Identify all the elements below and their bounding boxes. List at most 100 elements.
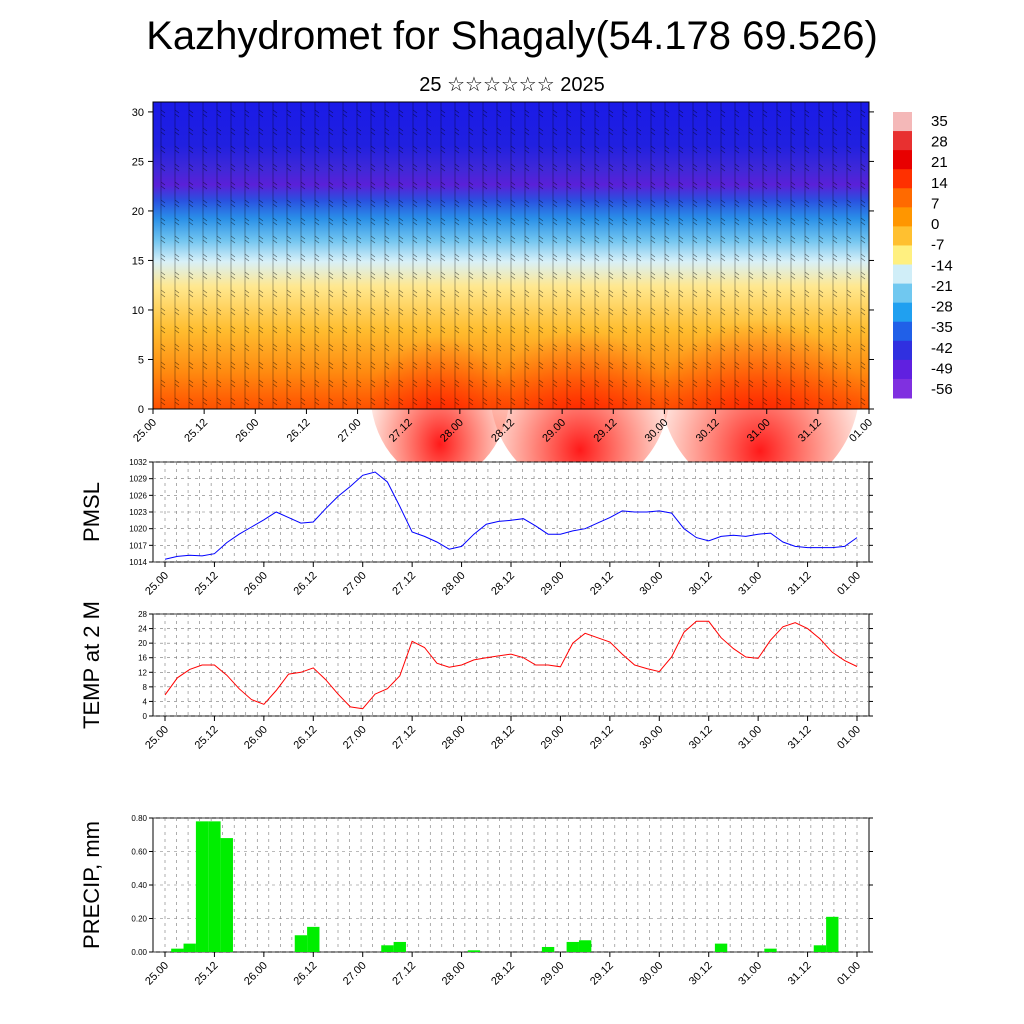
colorbar-label: 14 (931, 175, 948, 192)
precip-bar (578, 940, 592, 952)
colorbar-swatch (893, 188, 912, 208)
colorbar-label: -56 (931, 381, 953, 398)
precip-bar (764, 948, 777, 952)
precip-bar (467, 950, 481, 952)
x-tick-label: 25.12 (182, 417, 210, 445)
colorbar-label: 7 (931, 195, 939, 212)
x-tick-label: 25.12 (193, 570, 221, 598)
colorbar-label: 35 (931, 113, 948, 130)
series-line (164, 620, 858, 710)
colorbar-swatch (893, 264, 912, 285)
x-tick-label: 27.00 (341, 724, 369, 752)
x-tick-label: 25.12 (193, 960, 221, 988)
y-tick-label: 16 (138, 654, 147, 663)
y-tick-label: 0 (138, 404, 144, 416)
y-tick-label: 15 (132, 255, 144, 267)
x-tick-label: 26.12 (291, 960, 319, 988)
colorbar-label: -35 (931, 319, 953, 336)
x-tick-label: 29.00 (539, 570, 567, 598)
y-tick-label: 30 (132, 107, 144, 119)
colorbar-swatch (893, 150, 912, 170)
x-tick-label: 28.00 (440, 960, 468, 988)
x-tick-label: 01.00 (835, 960, 863, 988)
x-tick-label: 26.12 (291, 724, 319, 752)
colorbar-label: 21 (931, 154, 948, 171)
x-tick-label: 26.12 (285, 417, 313, 445)
y-tick-label: 24 (138, 625, 147, 634)
y-axis-label: TEMP at 2 M (79, 601, 104, 729)
y-tick-label: 0.60 (131, 848, 147, 857)
y-tick-label: 0.00 (131, 948, 147, 957)
x-tick-label: 30.12 (687, 570, 715, 598)
x-tick-label: 29.12 (588, 724, 616, 752)
x-tick-label: 26.00 (242, 724, 270, 752)
x-tick-label: 01.00 (835, 724, 863, 752)
y-tick-label: 1023 (129, 508, 147, 517)
y-tick-label: 1026 (129, 491, 147, 500)
y-tick-label: 20 (132, 206, 144, 218)
colorbar-label: -7 (931, 237, 944, 254)
colorbar-swatch (893, 131, 912, 151)
x-tick-label: 27.00 (341, 960, 369, 988)
colorbar-swatch (893, 245, 912, 266)
x-tick-label: 30.00 (637, 724, 665, 752)
precip-bar (220, 838, 233, 952)
pmsl-chart: 1014 1017 1020 1023 1026 1029 1032 25.00 25.12 26… (79, 458, 873, 598)
y-tick-label: 1032 (129, 458, 147, 467)
x-tick-label: 31.00 (736, 960, 764, 988)
precip-bar (294, 935, 308, 952)
colorbar-swatch (893, 321, 912, 342)
precip-bar (381, 945, 394, 952)
colorbar-label: -14 (931, 257, 953, 274)
heatmap-y-axis: 0 5 10 15 20 25 30 (132, 107, 874, 416)
colorbar-label: 28 (931, 134, 948, 151)
colorbar-label: -21 (931, 278, 953, 295)
y-axis-label: PMSL (79, 482, 104, 542)
x-tick-label: 25.00 (143, 724, 171, 752)
y-tick-label: 0.40 (131, 881, 147, 890)
precip-bar (195, 821, 209, 952)
x-tick-label: 27.00 (336, 417, 364, 445)
precip-bar (208, 821, 221, 952)
wind-barbs-overlay (153, 102, 869, 409)
x-tick-label: 01.00 (835, 570, 863, 598)
x-tick-label: 27.12 (390, 724, 418, 752)
x-tick-label: 26.12 (291, 570, 319, 598)
x-tick-label: 29.00 (539, 960, 567, 988)
precip-bar (307, 926, 320, 952)
y-tick-label: 1014 (129, 558, 147, 567)
x-tick-label: 30.00 (637, 960, 665, 988)
x-tick-label: 25.00 (131, 417, 159, 445)
y-tick-label: 10 (132, 305, 144, 317)
x-tick-label: 29.12 (588, 570, 616, 598)
precip-bar (714, 943, 728, 952)
page-title: Kazhydromet for Shagaly(54.178 69.526) (146, 14, 878, 58)
y-tick-label: 28 (138, 610, 147, 619)
precip-bar (183, 943, 196, 952)
x-tick-label: 31.00 (736, 570, 764, 598)
precip-bar (813, 945, 827, 952)
colorbar-swatch (893, 283, 912, 304)
x-tick-label: 27.00 (341, 570, 369, 598)
x-tick-label: 25.12 (193, 724, 221, 752)
x-tick-label: 28.00 (440, 724, 468, 752)
y-tick-label: 25 (132, 156, 144, 168)
y-tick-label: 12 (138, 668, 147, 677)
x-tick-label: 28.12 (489, 960, 517, 988)
x-tick-label: 26.00 (233, 417, 261, 445)
x-tick-label: 29.00 (539, 724, 567, 752)
x-tick-label: 26.00 (242, 570, 270, 598)
y-tick-label: 20 (138, 639, 147, 648)
x-tick-label: 25.00 (143, 570, 171, 598)
x-tick-label: 27.12 (390, 960, 418, 988)
colorbar-label: 0 (931, 216, 939, 233)
colorbar-swatch (893, 378, 912, 399)
colorbar-swatch (893, 359, 912, 380)
y-tick-label: 0 (143, 712, 148, 721)
page-subtitle: 25 ☆☆☆☆☆☆ 2025 (419, 74, 605, 96)
x-tick-label: 25.00 (143, 960, 171, 988)
colorbar-swatch (893, 207, 912, 227)
precip-bar (566, 941, 579, 952)
x-tick-label: 28.12 (489, 570, 517, 598)
y-axis-label: PRECIP, mm (79, 821, 104, 949)
